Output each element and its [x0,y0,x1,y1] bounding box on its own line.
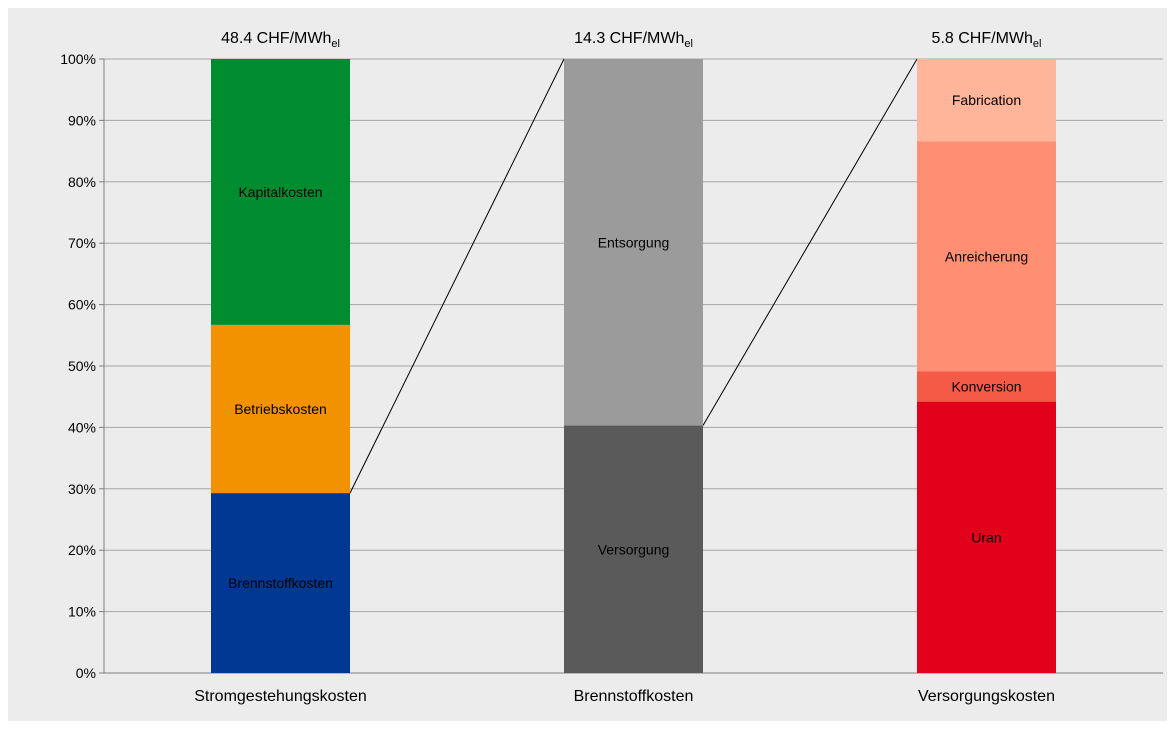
bar-segment-brennstoffkosten [211,493,350,673]
segment-label: Betriebskosten [234,401,327,417]
connector-lines [349,58,918,494]
x-category-label: Stromgestehungskosten [194,688,367,705]
segment-label: Entsorgung [598,234,670,250]
y-tick-label: 0% [76,665,96,681]
y-tick-label: 70% [68,235,96,251]
bar-total-label: 5.8 CHF/MWhel [932,30,1042,50]
y-tick-label: 90% [68,112,96,128]
bar-segment-betriebskosten [211,324,350,494]
bar-segment-konversion [917,371,1056,402]
segment-label: Brennstoffkosten [228,575,333,591]
segment-label: Versorgung [598,541,670,557]
bar-total-label: 48.4 CHF/MWhel [221,30,340,50]
y-tick-label: 100% [60,51,96,67]
connector-line [702,58,918,426]
segment-label: Uran [971,529,1001,545]
segment-label: Kapitalkosten [238,184,322,200]
y-tick-label: 60% [68,297,96,313]
y-tick-label: 30% [68,481,96,497]
y-tick-label: 20% [68,542,96,558]
bar-segment-kapitalkosten [211,59,350,325]
y-tick-label: 10% [68,604,96,620]
segment-label: Fabrication [952,92,1021,108]
segment-label: Anreicherung [945,248,1028,264]
x-category-label: Brennstoffkosten [574,688,694,705]
bar-segment-versorgung [564,425,703,673]
segment-label: Konversion [951,379,1021,395]
bar-segment-uran [917,401,1056,673]
x-category-label: Versorgungskosten [918,688,1055,705]
bar-segment-fabrication [917,59,1056,142]
bars [211,59,1056,673]
labels: Brennstoffkosten Betriebskosten Kapitalkos… [194,30,1055,705]
bar-total-label: 14.3 CHF/MWhel [574,30,693,50]
y-tick-label: 50% [68,358,96,374]
y-tick-label: 40% [68,419,96,435]
bar-segment-entsorgung [564,59,703,426]
bar-segment-anreicherung [917,141,1056,372]
connector-line [349,58,565,494]
y-tick-label: 80% [68,174,96,190]
